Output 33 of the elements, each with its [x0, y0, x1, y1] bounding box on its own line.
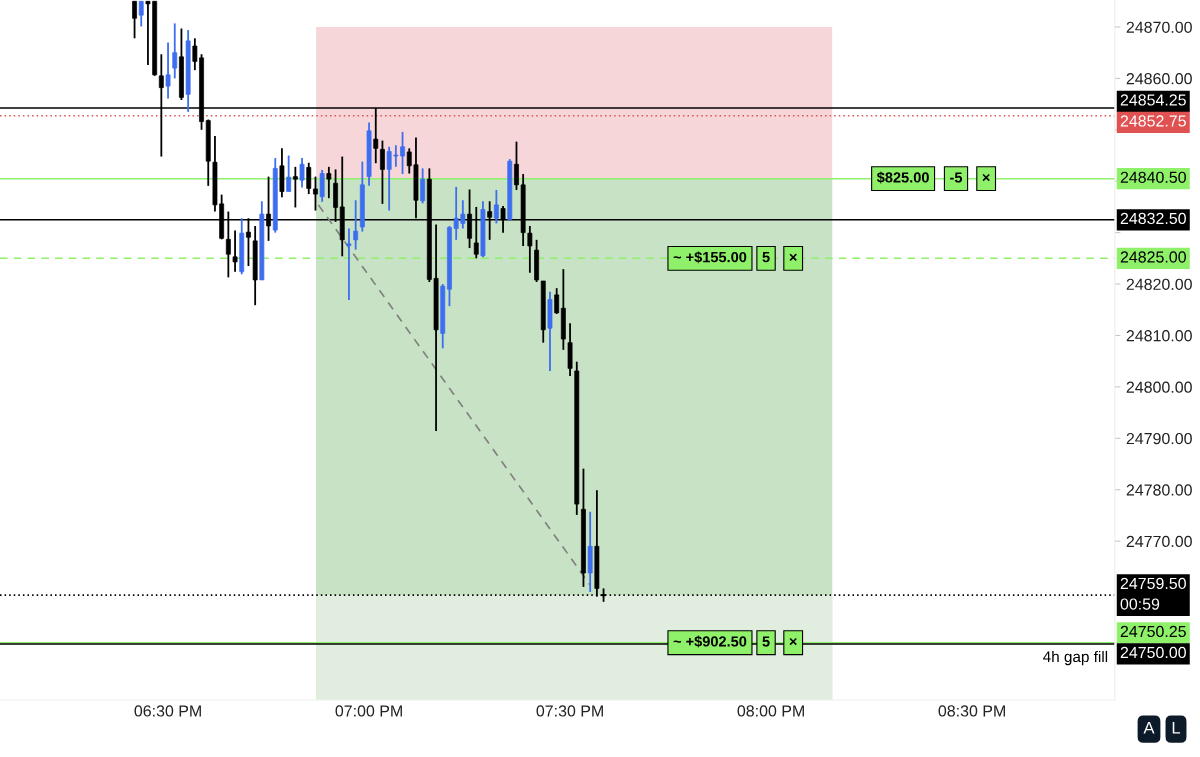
y-tick-label: 24870.00: [1126, 21, 1192, 33]
y-tick-label: 24790.00: [1126, 432, 1192, 445]
y-tick-label: 24780.00: [1126, 484, 1192, 496]
annotation: 5: [762, 636, 770, 647]
ref-line-label: 24840.50: [1120, 171, 1186, 183]
y-tick-label: 24860.00: [1126, 73, 1192, 85]
x-tick-label: 06:30 PM: [134, 705, 201, 717]
y-tick-label: 24810.00: [1126, 330, 1192, 342]
annotation: 5: [762, 252, 770, 263]
text: L: [1172, 722, 1181, 734]
x-tick-label: 08:00 PM: [737, 705, 804, 717]
ref-line-label: 24825.00: [1120, 251, 1186, 263]
y-tick-label: 24820.00: [1126, 278, 1192, 291]
y-tick-label: 24800.00: [1126, 381, 1192, 393]
x-tick-label: 07:00 PM: [335, 705, 402, 717]
annotation: ×: [789, 253, 797, 261]
annotation: ×: [789, 637, 797, 646]
x-tick-label: 07:30 PM: [536, 705, 603, 717]
annotation: -5: [950, 172, 963, 183]
ref-line-label: 24750.25: [1120, 625, 1186, 638]
annotation: ~ +$155.00: [673, 251, 747, 264]
ref-line-label: 24854.25: [1120, 94, 1186, 106]
annotation: ~ +$902.50: [673, 635, 747, 648]
ref-line-label: 24832.50: [1120, 212, 1186, 225]
y-tick-label: 24770.00: [1126, 535, 1192, 548]
annotation: $825.00: [876, 171, 929, 184]
annotation: ×: [982, 173, 990, 182]
text: A: [1143, 722, 1155, 734]
x-tick-label: 08:30 PM: [938, 705, 1005, 717]
annotation: 4h gap fill: [1043, 650, 1108, 666]
ref-line-label: 24750.00: [1120, 646, 1186, 659]
ref-line-label: 24852.75: [1120, 115, 1186, 127]
ref-line-label: 24759.50 00:59: [1120, 577, 1186, 610]
